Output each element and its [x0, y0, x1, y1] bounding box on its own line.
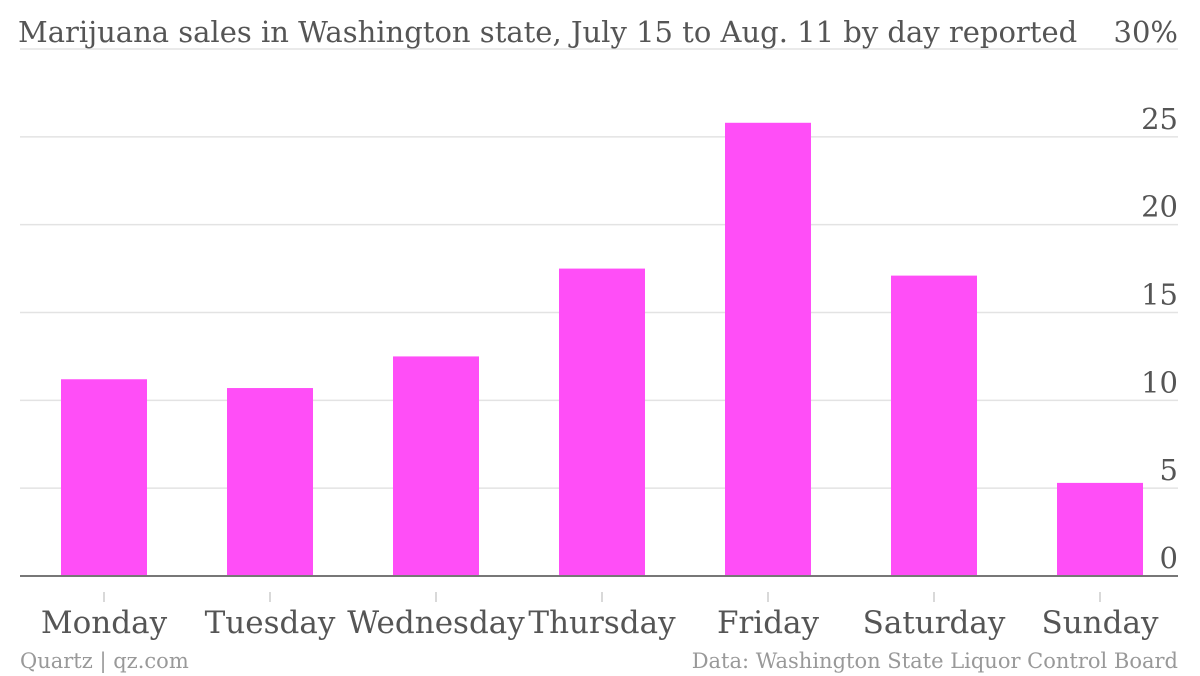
x-tick-label: Wednesday [347, 605, 525, 641]
y-tick-label: 20 [1141, 190, 1178, 224]
x-tick-label: Tuesday [205, 605, 336, 641]
y-tick-label: 5 [1160, 453, 1178, 487]
bar-saturday [891, 275, 977, 576]
source-credit: Quartz | qz.com [20, 649, 189, 674]
axes: 0 5 10 15 20 25 30% Monday Tuesday Wednesday Thurs… [20, 15, 1178, 641]
data-source: Data: Washington State Liquor Control Bo… [692, 649, 1178, 673]
bars [61, 122, 1143, 576]
bar-monday [61, 379, 147, 576]
bar-thursday [559, 268, 645, 576]
y-tick-label: 30% [1114, 15, 1178, 49]
y-tick-label: 15 [1141, 278, 1178, 312]
x-tick-label: Saturday [863, 605, 1006, 641]
bar-friday [725, 122, 811, 576]
bar-sunday [1057, 482, 1143, 576]
x-tick-label: Friday [717, 605, 820, 641]
x-tick-label: Monday [41, 605, 168, 641]
y-tick-label: 25 [1141, 102, 1178, 136]
bar-tuesday [227, 388, 313, 576]
bar-wednesday [393, 356, 479, 576]
y-tick-label: 0 [1160, 541, 1178, 575]
x-tick-label: Sunday [1041, 605, 1158, 641]
y-tick-label: 10 [1141, 365, 1178, 399]
x-tick-label: Thursday [528, 605, 676, 641]
chart-title: Marijuana sales in Washington state, Jul… [18, 15, 1077, 49]
